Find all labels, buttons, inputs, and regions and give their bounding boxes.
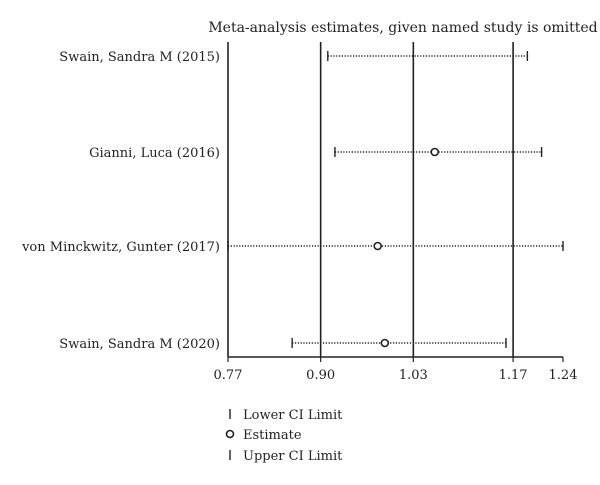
study-label-2: von Minckwitz, Gunter (2017) (21, 240, 220, 255)
estimate-point-3 (380, 338, 390, 348)
x-tick-label-1: 0.90 (306, 368, 335, 383)
chart-title: Meta-analysis estimates, given named stu… (208, 20, 597, 36)
plot-area: 0.77 0.90 1.03 1.17 1.24 Swain, Sandra M (201… (21, 42, 577, 383)
estimate-point-1 (430, 147, 440, 157)
x-tick-label-2: 1.03 (399, 368, 428, 383)
legend-upper-ci-label: Upper CI Limit (243, 449, 343, 464)
legend: Lower CI Limit Estimate Upper CI Limit (225, 408, 343, 464)
study-label-3: Swain, Sandra M (2020) (59, 337, 220, 352)
x-tick-label-0: 0.77 (214, 368, 243, 383)
legend-estimate-label: Estimate (243, 428, 302, 443)
x-tick-label-4: 1.24 (549, 368, 578, 383)
estimate-point-2 (373, 241, 382, 251)
legend-estimate-icon (225, 429, 235, 439)
legend-lower-ci-label: Lower CI Limit (243, 408, 343, 423)
study-label-1: Gianni, Luca (2016) (89, 146, 220, 161)
study-label-0: Swain, Sandra M (2015) (59, 50, 220, 65)
x-tick-label-3: 1.17 (499, 368, 528, 383)
